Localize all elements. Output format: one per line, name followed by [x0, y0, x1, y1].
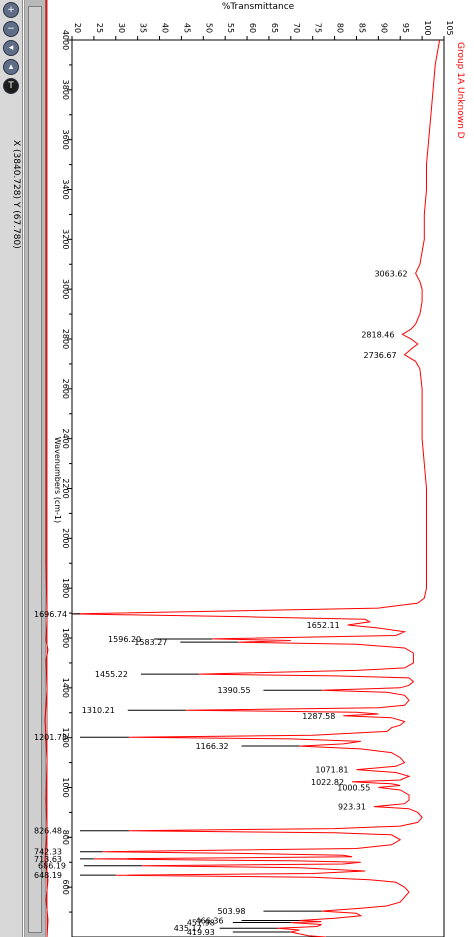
text-icon[interactable]: T: [3, 78, 19, 94]
wavenumber-tick-label: 3000: [61, 279, 70, 299]
peak-icon[interactable]: ▴: [3, 59, 19, 75]
transmittance-tick-label: 55: [226, 23, 235, 33]
transmittance-tick-label: 65: [270, 23, 279, 33]
peak-label: 1596.20: [108, 635, 141, 644]
transmittance-tick-label: 40: [161, 23, 170, 33]
transmittance-tick-label: 85: [357, 23, 366, 33]
peak-label: 713.63: [34, 855, 62, 864]
peak-label: 466.36: [196, 916, 224, 925]
wavenumber-tick-label: 1800: [61, 578, 70, 598]
transmittance-tick-label: 90: [379, 23, 388, 33]
toolbar: + − ◂ ▴ T: [1, 2, 21, 97]
cursor-icon[interactable]: ◂: [3, 40, 19, 56]
zoom-in-icon[interactable]: +: [3, 2, 19, 18]
wavenumber-tick-label: 3800: [61, 80, 70, 100]
transmittance-tick-label: 105: [445, 20, 454, 35]
peak-label: 1022.82: [311, 778, 344, 787]
wavenumber-tick-label: 3600: [61, 129, 70, 149]
wavenumber-tick-label: 4000: [61, 30, 70, 50]
peak-label: 1455.22: [95, 670, 128, 679]
peak-label: 457.98: [187, 919, 215, 928]
wavenumber-tick-label: 2600: [61, 379, 70, 399]
peak-label: 419.93: [187, 928, 215, 937]
side-panel-trace: [44, 0, 49, 937]
peak-label: 742.33: [34, 848, 62, 857]
peak-label: 923.31: [338, 803, 366, 812]
wavenumber-axis-title: Wavenumbers (cm-1): [53, 437, 62, 523]
peak-label: 1166.32: [196, 742, 229, 751]
legend-series-name: Group 1A Unknown D: [455, 42, 465, 139]
scrollbar-thumb[interactable]: [28, 6, 42, 933]
wavenumber-tick-label: 2000: [61, 528, 70, 548]
peak-label: 648.19: [34, 871, 62, 880]
peak-label: 1310.21: [82, 706, 115, 715]
transmittance-tick-label: 25: [95, 23, 104, 33]
transmittance-axis-title: %Transmittance: [222, 2, 295, 12]
peak-label: 1652.11: [307, 621, 340, 630]
coordinate-readout: X (3840.728) Y (67.780): [11, 140, 21, 249]
peak-label: 3063.62: [374, 269, 407, 278]
wavenumber-tick-label: 3400: [61, 179, 70, 199]
peak-label: 826.48: [34, 827, 62, 836]
peak-label: 2818.46: [361, 330, 394, 339]
wavenumber-tick-label: 3200: [61, 229, 70, 249]
peak-label: 1201.78: [34, 733, 67, 742]
transmittance-tick-label: 80: [336, 23, 345, 33]
wavenumber-tick-label: 1400: [61, 678, 70, 698]
wavenumber-tick-label: 2800: [61, 329, 70, 349]
wavenumber-tick-label: 1000: [61, 777, 70, 797]
wavenumber-tick-label: 2400: [61, 428, 70, 448]
transmittance-tick-label: 95: [401, 23, 410, 33]
peak-label: 435.17: [174, 924, 202, 933]
spectrum-line: [71, 39, 441, 937]
peak-label: 1000.55: [337, 783, 370, 792]
wavenumber-tick-label: 1200: [61, 727, 70, 747]
series-layer: [71, 39, 441, 937]
wavenumber-tick-label: 600: [61, 880, 70, 895]
transmittance-tick-label: 60: [248, 23, 257, 33]
peak-label: 1583.27: [134, 638, 167, 647]
transmittance-tick-label: 35: [139, 23, 148, 33]
tool-strip: + − ◂ ▴ T X (3840.728) Y (67.780): [0, 0, 23, 937]
wavenumber-tick-label: 2200: [61, 478, 70, 498]
transmittance-tick-label: 50: [204, 23, 213, 33]
peak-label: 1287.58: [302, 712, 335, 721]
zoom-out-icon[interactable]: −: [3, 21, 19, 37]
transmittance-tick-label: 30: [117, 23, 126, 33]
transmittance-tick-label: 20: [73, 23, 82, 33]
peak-label: 1696.74: [34, 610, 67, 619]
transmittance-tick-label: 100: [423, 20, 432, 35]
wavenumber-tick-label: 1600: [61, 628, 70, 648]
peak-annotations: 3063.62 2818.46 2736.67 1696.74 1652.11 1596.…: [34, 269, 408, 937]
transmittance-tick-label: 75: [314, 23, 323, 33]
peak-label: 686.19: [38, 862, 66, 871]
vertical-scrollbar[interactable]: [24, 0, 46, 937]
plot-axes: %Transmittance 20 25 30 35 40 45 50 55 60 65 70 75 80…: [53, 2, 465, 937]
plot-frame: [71, 39, 445, 937]
transmittance-tick-label: 70: [292, 23, 301, 33]
peak-label: 503.98: [217, 907, 245, 916]
peak-label: 1390.55: [217, 686, 250, 695]
peak-label: 1071.81: [315, 766, 348, 775]
transmittance-tick-label: 45: [182, 23, 191, 33]
peak-label: 2736.67: [364, 351, 397, 360]
wavenumber-tick-label: 800: [61, 830, 70, 845]
